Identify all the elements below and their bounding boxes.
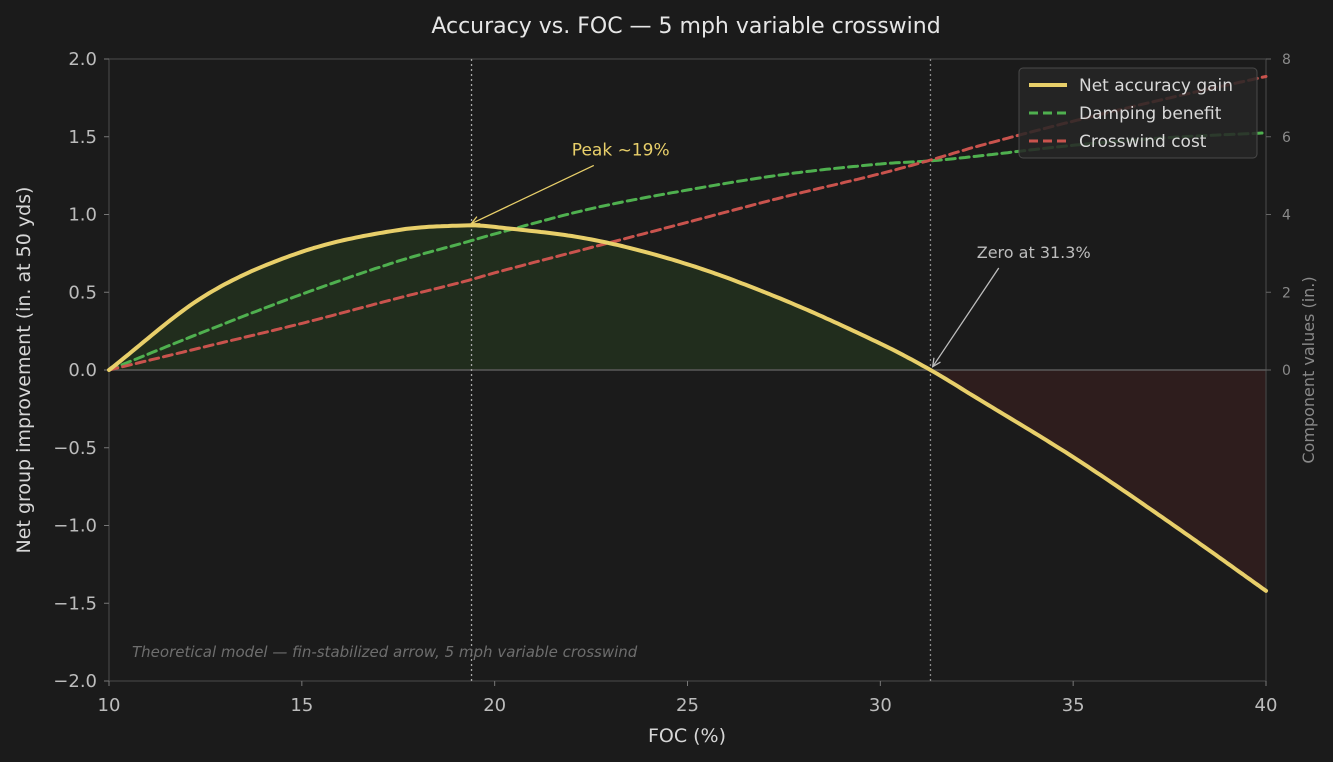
x-tick-label: 20: [483, 695, 506, 716]
annotation-arrow-2: [932, 267, 1000, 368]
axes: 10 15 20 25 30 35 402.01.51.00.50.0−0.5−1.0−1.…: [53, 49, 1291, 716]
y-tick-label: 0.0: [68, 360, 97, 381]
y-tick-label: 0.5: [68, 282, 97, 303]
x-tick-label: 40: [1255, 695, 1278, 716]
y-tick-label: −0.5: [53, 438, 97, 459]
annotation-arrowhead-1: [469, 216, 481, 225]
x-tick-label: 10: [98, 695, 121, 716]
y2-tick-label: 2: [1282, 285, 1291, 301]
y2-axis-label: Component values (in.): [1299, 276, 1318, 463]
annotations: Peak ~19% Zero at 31.3%: [469, 140, 1091, 368]
y2-tick-label: 4: [1282, 208, 1291, 224]
annotation-label-1: Peak ~19%: [572, 140, 670, 160]
legend: Net accuracy gain Damping benefit Crosswin…: [1018, 67, 1258, 159]
x-tick-label: 30: [869, 695, 892, 716]
y-tick-label: −1.0: [53, 516, 97, 537]
positive-gain-area: [109, 225, 931, 370]
series-line-net-accuracy-gain: [107, 223, 1268, 593]
x-tick-label: 25: [676, 695, 699, 716]
x-axis-label: FOC (%): [648, 725, 726, 747]
x-tick-label: 15: [290, 695, 313, 716]
y2-tick-label: 6: [1282, 130, 1291, 146]
y-tick-label: −1.5: [53, 593, 97, 614]
shaded-regions: [109, 225, 1266, 591]
y2-tick-label: 8: [1282, 52, 1291, 68]
y-tick-label: 1.0: [68, 205, 97, 226]
legend-label: Damping benefit: [1079, 104, 1222, 124]
y-tick-label: −2.0: [53, 671, 97, 692]
legend-label: Crosswind cost: [1079, 132, 1207, 152]
annotation-arrow-1: [471, 164, 595, 225]
model-note: Theoretical model — fin-stabilized arrow…: [132, 643, 638, 661]
y2-tick-label: 0: [1282, 363, 1291, 379]
x-tick-label: 35: [1062, 695, 1085, 716]
legend-label: Net accuracy gain: [1079, 76, 1233, 96]
legend-box: [1018, 67, 1258, 159]
y-tick-label: 2.0: [68, 49, 97, 70]
y-tick-label: 1.5: [68, 127, 97, 148]
annotation-arrowhead-2: [931, 357, 941, 368]
annotation-label-2: Zero at 31.3%: [977, 243, 1091, 262]
chart-title: Accuracy vs. FOC — 5 mph variable crossw…: [431, 14, 940, 39]
y-axis-label: Net group improvement (in. at 50 yds): [13, 187, 35, 554]
negative-gain-area: [109, 370, 1266, 591]
